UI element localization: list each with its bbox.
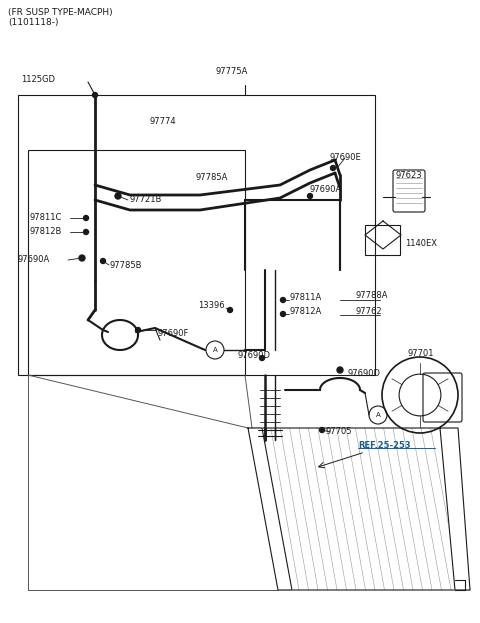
Polygon shape [248,428,292,590]
Text: 97623: 97623 [395,171,421,179]
Circle shape [260,356,264,361]
Text: 1140EX: 1140EX [405,239,437,247]
Circle shape [331,166,336,171]
Text: (1101118-): (1101118-) [8,18,59,27]
Polygon shape [440,428,470,590]
Text: 97690A: 97690A [310,186,342,194]
Bar [28,150,245,375]
Text: 97721B: 97721B [130,196,162,204]
Text: 97690D: 97690D [348,368,381,378]
Bar [18,95,375,375]
Circle shape [79,255,85,261]
Circle shape [280,312,286,316]
Text: 97690A: 97690A [18,255,50,265]
Circle shape [308,194,312,199]
Circle shape [93,92,97,98]
Text: A: A [213,347,217,353]
Text: 97785A: 97785A [195,173,228,183]
Text: 97762: 97762 [355,308,382,316]
Text: 13396: 13396 [198,300,225,310]
Circle shape [115,193,121,199]
Circle shape [100,259,106,264]
Text: 97812B: 97812B [30,227,62,237]
Text: 1125GD: 1125GD [21,75,55,85]
Text: 97811A: 97811A [290,293,322,303]
Text: 97705: 97705 [325,427,351,437]
Circle shape [280,298,286,303]
Text: A: A [376,412,380,418]
Text: 97785B: 97785B [110,260,143,270]
Text: 97812A: 97812A [290,308,322,316]
Circle shape [337,367,343,373]
Text: 97775A: 97775A [215,67,247,77]
Circle shape [228,308,232,313]
Text: 97701: 97701 [408,348,434,358]
Circle shape [84,229,88,234]
Text: REF.25-253: REF.25-253 [358,440,410,450]
Circle shape [320,427,324,432]
Text: (FR SUSP TYPE-MACPH): (FR SUSP TYPE-MACPH) [8,8,113,17]
Text: 97811C: 97811C [30,214,62,222]
Text: 97788A: 97788A [355,292,387,300]
Text: 97690E: 97690E [330,153,362,161]
Circle shape [84,216,88,221]
Circle shape [135,328,141,333]
Text: 97774: 97774 [150,118,177,126]
Text: 97690D: 97690D [238,351,271,359]
Text: 97690F: 97690F [158,328,190,338]
